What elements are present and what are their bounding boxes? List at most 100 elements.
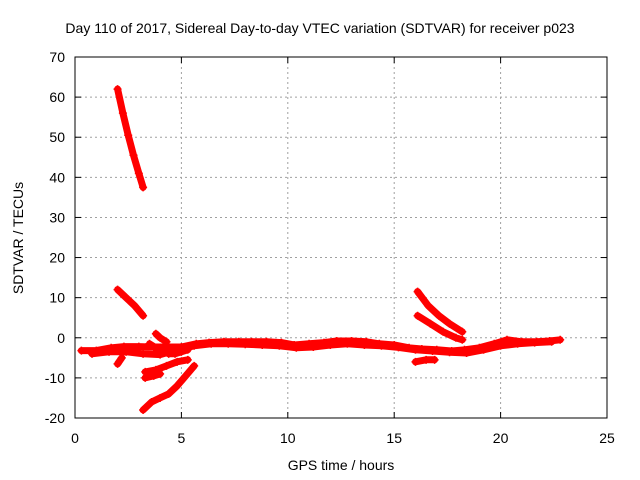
x-tick-label: 10	[280, 430, 296, 446]
data-point	[130, 301, 139, 310]
data-point	[428, 347, 437, 356]
data-point	[173, 381, 182, 390]
x-tick-label: 5	[178, 430, 186, 446]
data-point	[139, 405, 148, 414]
data-point	[164, 389, 173, 398]
data-point	[162, 337, 171, 346]
ticks: 0 5 10 15 20 25 -20 -10 0 10 20 30 40 50 60 70	[45, 49, 615, 446]
series-trace	[114, 286, 147, 320]
data-point	[139, 311, 148, 320]
data-point	[113, 85, 122, 94]
data-point	[547, 337, 556, 346]
data-point	[139, 349, 148, 358]
data-point	[118, 109, 127, 118]
data-point	[147, 397, 156, 406]
plot-frame	[74, 56, 608, 419]
y-tick-label: 50	[49, 129, 65, 145]
data-point	[451, 333, 460, 342]
y-tick-label: 30	[49, 209, 65, 225]
series-arc-16-high	[413, 287, 467, 336]
data-point	[149, 371, 158, 380]
data-point	[258, 340, 267, 349]
x-tick-label: 25	[599, 430, 615, 446]
data-point	[292, 343, 301, 352]
data-point	[207, 339, 216, 348]
series-arc-16-low	[411, 355, 439, 366]
x-tick-label: 0	[71, 430, 79, 446]
data-point	[530, 338, 539, 347]
data-point	[77, 346, 86, 355]
series-arc-minus10	[141, 369, 165, 382]
data-point	[426, 319, 435, 328]
data-point	[145, 339, 154, 348]
data-point	[445, 348, 454, 357]
data-point	[458, 327, 467, 336]
data-point	[309, 343, 318, 352]
data-point	[411, 357, 420, 366]
data-point	[377, 341, 386, 350]
data-point	[445, 319, 454, 328]
data-point	[134, 169, 143, 178]
data-point	[411, 345, 420, 354]
data-point	[141, 373, 150, 382]
data-point	[113, 359, 122, 368]
data-point	[275, 341, 284, 350]
data-point	[513, 339, 522, 348]
data-point	[181, 371, 190, 380]
data-point	[326, 340, 335, 349]
data-point	[117, 353, 126, 362]
data-point	[458, 335, 467, 344]
y-tick-label: 60	[49, 89, 65, 105]
data-point	[129, 151, 138, 160]
data-point	[343, 339, 352, 348]
x-tick-label: 20	[493, 430, 509, 446]
data-point	[360, 340, 369, 349]
data-point	[183, 355, 192, 364]
series-arc-bump	[151, 329, 171, 346]
x-axis-label: GPS time / hours	[287, 457, 395, 473]
data-point	[496, 341, 505, 350]
data-point	[462, 349, 471, 358]
x-tick-label: 15	[386, 430, 402, 446]
data-point	[439, 327, 448, 336]
chart-title: Day 110 of 2017, Sidereal Day-to-day VTE…	[65, 20, 575, 36]
y-tick-label: 0	[57, 330, 65, 346]
y-axis-label: SDTVAR / TECUs	[10, 181, 26, 295]
data-point	[105, 347, 114, 356]
data-point	[139, 183, 148, 192]
y-tick-label: 20	[49, 250, 65, 266]
data-point	[241, 340, 250, 349]
series-arc-minus8	[141, 355, 192, 376]
y-tick-label: -20	[45, 410, 65, 426]
data-point	[413, 287, 422, 296]
data-point	[434, 311, 443, 320]
y-tick-label: -10	[45, 370, 65, 386]
data-point	[156, 369, 165, 378]
data-point	[183, 345, 192, 354]
data-point	[156, 393, 165, 402]
y-tick-label: 10	[49, 290, 65, 306]
series-arc-12	[113, 285, 148, 320]
data-point	[124, 131, 133, 140]
data-point	[162, 361, 171, 370]
grid	[75, 57, 607, 418]
data-point	[224, 339, 233, 348]
data-point	[122, 347, 131, 356]
y-tick-label: 70	[49, 49, 65, 65]
data-point	[177, 347, 186, 356]
data-point	[413, 311, 422, 320]
series-arc-16-mid	[413, 311, 467, 344]
data-point	[479, 345, 488, 354]
data-layer	[77, 85, 565, 414]
series-arc-dip	[145, 339, 192, 358]
data-point	[173, 357, 182, 366]
data-point	[156, 333, 165, 342]
data-point	[151, 343, 160, 352]
data-point	[158, 346, 167, 355]
data-point	[151, 329, 160, 338]
data-point	[190, 341, 199, 350]
data-point	[422, 355, 431, 364]
data-point	[424, 301, 433, 310]
series-arc-minus18	[139, 361, 199, 414]
data-point	[556, 335, 565, 344]
